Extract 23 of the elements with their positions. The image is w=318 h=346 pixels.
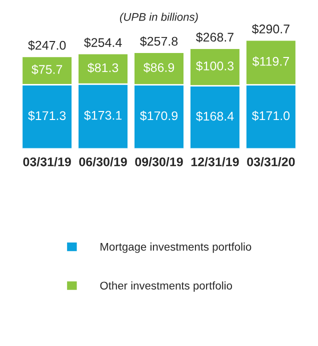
data-label: $81.3 <box>88 62 118 73</box>
total-label: $247.0 <box>28 40 66 50</box>
data-label: $170.9 <box>140 110 178 121</box>
total-label: $290.7 <box>252 24 290 34</box>
data-label: $119.7 <box>252 56 289 67</box>
x-tick-label: 09/30/19 <box>135 157 183 166</box>
total-label: $254.4 <box>84 38 122 48</box>
legend-label: Other investments portfolio <box>100 281 232 292</box>
total-label: $257.8 <box>140 36 178 46</box>
data-label: $173.1 <box>84 110 122 121</box>
x-tick-label: 03/31/19 <box>23 157 71 166</box>
data-label: $75.7 <box>32 64 62 75</box>
data-label: $86.9 <box>143 62 174 73</box>
data-label: $171.0 <box>252 110 290 121</box>
data-label: $171.3 <box>28 110 66 121</box>
x-tick-label: 03/31/20 <box>247 157 295 166</box>
total-label: $268.7 <box>196 32 234 42</box>
legend-label: Mortgage investments portfolio <box>100 242 252 253</box>
x-tick-label: 06/30/19 <box>79 157 127 166</box>
data-label: $100.3 <box>196 61 234 72</box>
chart-title: (UPB in billions) <box>120 12 198 24</box>
x-tick-label: 12/31/19 <box>191 157 239 166</box>
data-label: $168.4 <box>196 111 234 122</box>
